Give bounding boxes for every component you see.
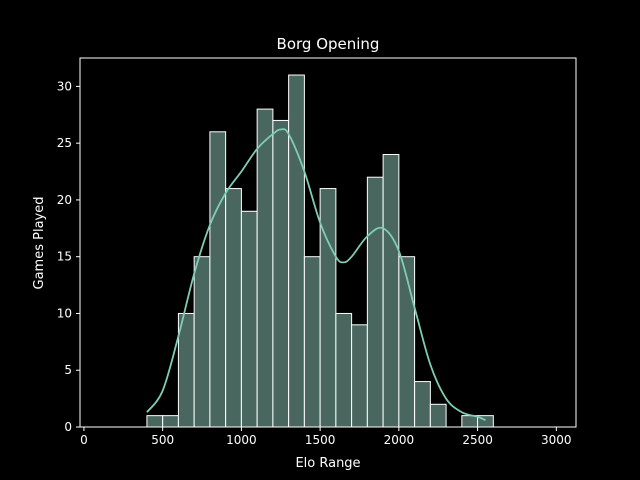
x-tick-label: 0 — [80, 433, 88, 447]
x-tick-label: 1000 — [226, 433, 257, 447]
x-axis-title: Elo Range — [295, 456, 360, 471]
histogram-bar — [461, 415, 479, 428]
y-tick-label: 5 — [64, 363, 72, 377]
histogram-bar — [398, 256, 416, 428]
histogram-bar — [382, 154, 400, 428]
chart-title: Borg Opening — [277, 35, 380, 53]
histogram-bar — [225, 188, 242, 428]
x-tick-label: 2500 — [462, 433, 493, 447]
histogram-bar — [146, 415, 164, 428]
y-tick-label: 30 — [57, 79, 72, 93]
kde-curve — [146, 128, 486, 422]
y-tick-label: 0 — [64, 420, 72, 434]
histogram-bars — [146, 74, 494, 428]
x-tick-label: 2000 — [384, 433, 415, 447]
histogram-bar — [162, 415, 179, 428]
histogram-bar — [193, 256, 211, 428]
histogram-bar — [319, 188, 337, 428]
plot-frame — [79, 57, 577, 428]
y-axis-title: Games Played — [32, 197, 47, 290]
histogram-bar — [288, 74, 305, 428]
histogram-bar — [351, 324, 368, 428]
y-axis-ticks: 0 5 10 15 20 25 30 — [57, 79, 80, 434]
histogram-bar — [414, 381, 431, 428]
histogram-bar — [209, 131, 227, 428]
y-tick-label: 15 — [57, 250, 72, 264]
histogram-bar — [335, 312, 353, 428]
x-tick-label: 1500 — [305, 433, 336, 447]
histogram-bar — [256, 108, 274, 428]
histogram-bar — [272, 119, 290, 428]
histogram-bar — [429, 403, 447, 428]
y-tick-label: 10 — [57, 306, 72, 320]
x-tick-label: 500 — [151, 433, 174, 447]
histogram-bar — [240, 210, 258, 428]
y-tick-label: 25 — [57, 136, 72, 150]
y-tick-label: 20 — [57, 193, 72, 207]
x-axis-ticks: 0 500 1000 1500 2000 2500 3000 — [80, 427, 572, 447]
histogram-bar — [366, 176, 384, 428]
histogram-bar — [303, 256, 321, 428]
x-tick-label: 3000 — [541, 433, 572, 447]
